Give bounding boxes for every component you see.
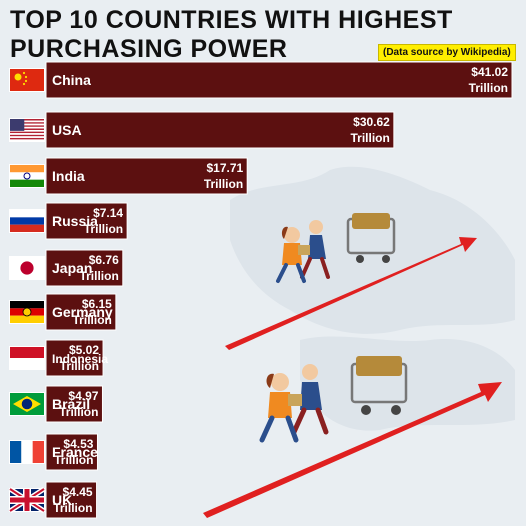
bar <box>45 293 117 331</box>
bar <box>45 157 248 195</box>
bar-row-uk: UK$4.45 Trillion <box>8 481 98 519</box>
japan-flag-icon <box>9 256 45 280</box>
chart-title-line-2: PURCHASING POWER <box>10 35 288 63</box>
value-label: $17.71 <box>206 161 243 175</box>
bar-label: UK <box>52 492 72 508</box>
bar-label: Germany <box>52 304 113 320</box>
value-unit-label: Trillion <box>54 453 93 467</box>
bar-row-china: China $41.02 Trillion <box>9 61 513 99</box>
bar <box>45 249 124 287</box>
bar-label: Russia <box>52 213 98 229</box>
indonesia-flag-icon <box>9 346 45 370</box>
value-label: $5.02 <box>69 343 99 357</box>
chart-title-line-1: TOP 10 COUNTRIES WITH HIGHEST <box>10 6 453 34</box>
germany-flag-icon <box>9 300 45 324</box>
bar-row-indonesia: Indonesia$5.02 Trillion <box>9 339 108 377</box>
bar <box>45 481 98 519</box>
value-label: $30.62 <box>353 115 390 129</box>
value-unit-label: Trillion <box>53 501 92 515</box>
value-unit-label: Trillion <box>59 405 98 419</box>
shoppers-with-cart-icon <box>259 356 408 443</box>
value-unit-label: Trillion <box>73 313 112 327</box>
value-label: $7.14 <box>93 206 123 220</box>
value-unit-label: Trillion <box>469 81 508 95</box>
value-unit-label: Trillion <box>84 222 123 236</box>
bar-row-usa: USA $30.62 Trillion <box>9 111 395 149</box>
bar-row-brazil: Brazil$4.97 Trillion <box>9 385 103 423</box>
bar <box>45 339 104 377</box>
bar-label: Japan <box>52 260 92 276</box>
data-source-badge: (Data source by Wikipedia) <box>378 44 516 61</box>
world-map-decoration-2 <box>300 336 515 431</box>
bar-label: USA <box>52 122 82 138</box>
bar <box>45 202 128 240</box>
bar-label: Brazil <box>52 396 90 412</box>
value-label: $4.45 <box>63 485 93 499</box>
value-label: $4.97 <box>68 389 98 403</box>
bar <box>45 61 513 99</box>
bar <box>45 111 395 149</box>
red-rising-arrow-icon <box>203 382 502 518</box>
india-flag-icon <box>9 164 45 188</box>
china-flag-icon <box>9 68 45 92</box>
bar <box>45 385 103 423</box>
bar-row-france: France$4.53 Trillion <box>9 433 98 471</box>
world-map-decoration <box>230 166 515 334</box>
uk-flag-icon <box>8 486 46 514</box>
usa-flag-icon <box>9 118 45 142</box>
value-label: $6.76 <box>89 253 119 267</box>
bar-row-russia: Russia$7.14 Trillion <box>9 202 128 240</box>
value-unit-label: Trillion <box>351 131 390 145</box>
shoppers-with-cart-icon <box>276 213 396 283</box>
brazil-flag-icon <box>9 392 45 416</box>
bar-row-japan: Japan$6.76 Trillion <box>9 249 124 287</box>
bar-row-germany: Germany$6.15 Trillion <box>9 293 117 331</box>
russia-flag-icon <box>9 209 45 233</box>
bar-row-india: India $17.71 Trillion <box>9 157 248 195</box>
value-unit-label: Trillion <box>60 359 99 373</box>
value-unit-label: Trillion <box>79 269 118 283</box>
bar-label: China <box>52 72 91 88</box>
value-label: $41.02 <box>471 65 508 79</box>
bar-label: India <box>52 168 85 184</box>
value-label: $6.15 <box>82 297 112 311</box>
bar <box>45 433 98 471</box>
bar-label: Indonesia <box>52 352 108 366</box>
france-flag-icon <box>9 440 45 464</box>
value-label: $4.53 <box>63 437 93 451</box>
value-unit-label: Trillion <box>204 177 243 191</box>
bar-label: France <box>52 444 98 460</box>
red-rising-arrow-icon <box>225 237 477 350</box>
